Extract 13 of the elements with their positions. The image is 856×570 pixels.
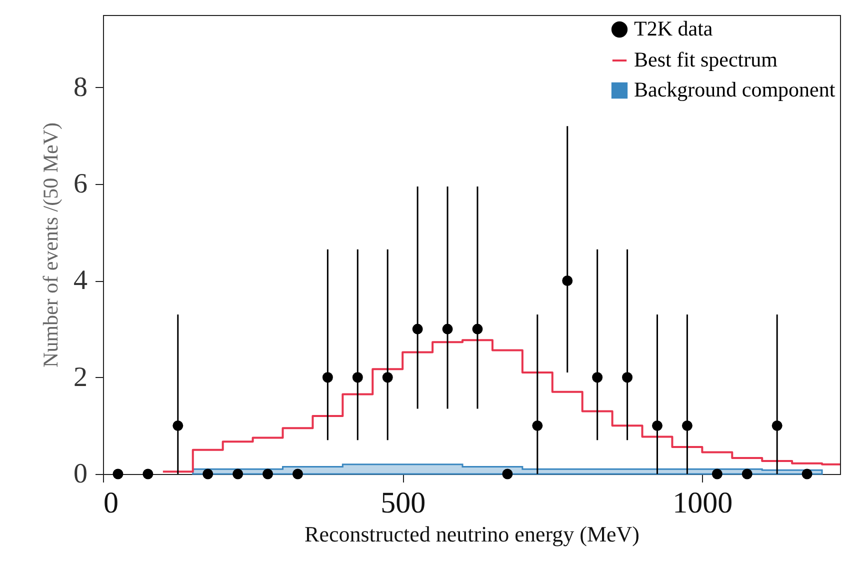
y-tick-label: 8 xyxy=(74,72,88,103)
x-tick-label: 0 xyxy=(104,486,118,520)
y-axis-title: Number of events /(50 MeV) xyxy=(38,122,62,368)
y-tick-label: 4 xyxy=(74,265,88,296)
legend-label: Background component xyxy=(634,78,836,102)
legend-label: T2K data xyxy=(634,16,714,40)
legend-label: Best fit spectrum xyxy=(634,48,778,72)
x-tick-label: 500 xyxy=(380,486,426,520)
y-tick-label: 6 xyxy=(74,168,88,200)
y-tick-label: 0 xyxy=(74,458,88,490)
x-tick-label: 1000 xyxy=(672,486,733,520)
y-tick-label: 2 xyxy=(74,362,88,393)
x-axis-title: Reconstructed neutrino energy (MeV) xyxy=(304,522,640,546)
